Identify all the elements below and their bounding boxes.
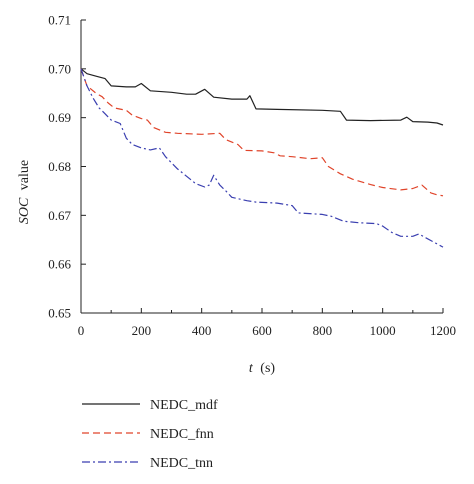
- y-axis-label-rest: value: [17, 160, 32, 190]
- x-tick-label: 800: [313, 323, 333, 338]
- x-tick-label: 400: [192, 323, 212, 338]
- x-axis-label: t (s): [249, 361, 276, 376]
- x-axis-label-unit: (s): [260, 361, 275, 376]
- axes: 0.65 0.66 0.67 0.68 0.69 0.70 0.71 0 200 400 600 80…: [48, 13, 456, 339]
- y-axis-label-var: SOC: [17, 197, 32, 224]
- legend-label: NEDC_mdf: [150, 398, 218, 413]
- y-tick-label: 0.66: [48, 257, 71, 272]
- y-tick-label: 0.71: [48, 13, 71, 28]
- y-tick-label: 0.65: [48, 306, 71, 321]
- y-tick-label: 0.69: [48, 110, 71, 125]
- series-lines: [80, 68, 444, 248]
- x-tick-label: 1200: [430, 323, 456, 338]
- series-line-nedc-mdf: [80, 68, 444, 126]
- x-tick-label: 0: [78, 323, 85, 338]
- series-line-nedc-fnn: [80, 68, 444, 197]
- series-line-nedc-tnn: [80, 68, 444, 248]
- x-tick-label: 600: [252, 323, 272, 338]
- x-tick-label: 1000: [370, 323, 396, 338]
- y-tick-label: 0.67: [48, 208, 71, 223]
- x-axis-label-var: t: [249, 361, 254, 376]
- legend-label: NEDC_tnn: [150, 456, 213, 471]
- y-tick-label: 0.68: [48, 159, 71, 174]
- legend-label: NEDC_fnn: [150, 427, 214, 442]
- y-axis-label: SOC value: [17, 160, 32, 224]
- x-tick-label: 200: [132, 323, 152, 338]
- y-tick-label: 0.70: [48, 61, 71, 76]
- legend: NEDC_mdf NEDC_fnn NEDC_tnn: [82, 398, 218, 471]
